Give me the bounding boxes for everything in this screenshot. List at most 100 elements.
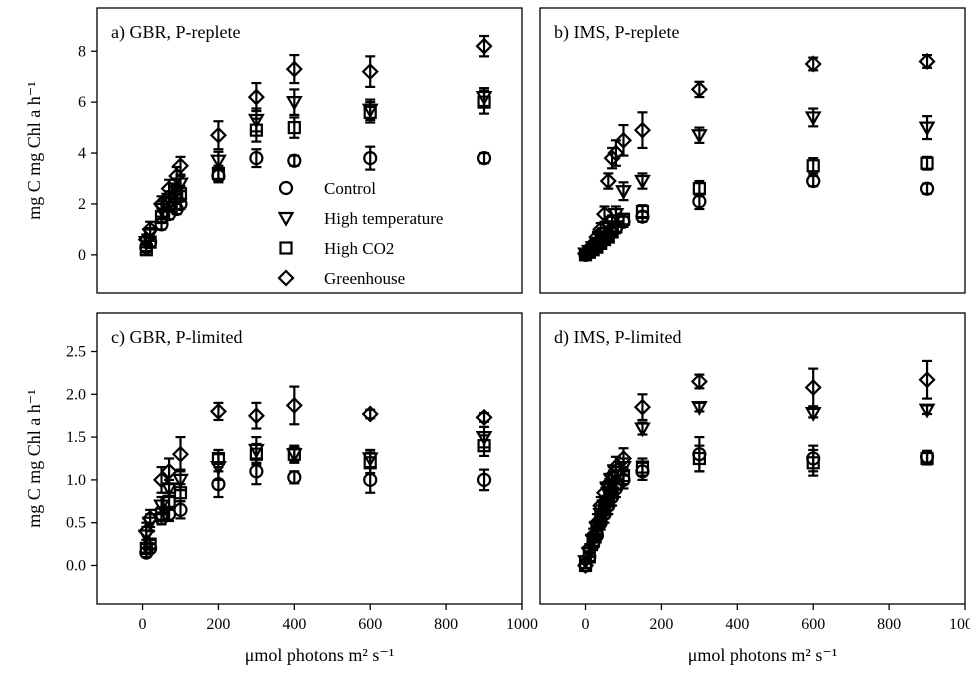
legend-entry-control: Control bbox=[278, 179, 376, 198]
panel-a-control-point bbox=[363, 145, 378, 171]
panel-b-control-point bbox=[806, 173, 821, 189]
panel-d-greenhouse-point bbox=[607, 455, 625, 479]
legend-label-control: Control bbox=[324, 179, 376, 198]
legend-entry-greenhouse: Greenhouse bbox=[277, 269, 405, 288]
panel-c-x-tick-label: 400 bbox=[282, 616, 306, 633]
panel-b-high_co2-point bbox=[609, 220, 623, 234]
panel-c-greenhouse-point bbox=[285, 385, 303, 426]
panel-a-high_temp-point bbox=[285, 88, 303, 116]
panel-c-greenhouse-point bbox=[171, 436, 190, 473]
panel-b-greenhouse-point bbox=[592, 220, 610, 238]
legend-label-high_co2: High CO2 bbox=[324, 239, 394, 258]
panel-c-y-tick-label: 2.5 bbox=[66, 344, 86, 361]
panel-a-y-tick-label: 8 bbox=[78, 43, 86, 60]
panel-b-high_co2-point bbox=[616, 212, 631, 226]
panel-c-x-tick-label: 600 bbox=[358, 616, 382, 633]
panel-b-high_co2-point bbox=[920, 155, 934, 171]
panel-a-greenhouse-point bbox=[361, 55, 379, 88]
panel-c-y-tick-label: 0.0 bbox=[66, 557, 86, 574]
panel-d-frame bbox=[539, 312, 966, 605]
panel-d-greenhouse-point bbox=[614, 447, 633, 470]
panel-a-y-tick-label: 2 bbox=[78, 196, 86, 213]
panel-c-y-axis-title: mg C mg Chl a h⁻¹ bbox=[24, 389, 44, 527]
panel-a-high_co2-point bbox=[363, 101, 377, 124]
panel-c-greenhouse-point bbox=[475, 408, 493, 426]
panel-c-high_co2-point bbox=[173, 483, 188, 503]
panel-a-y-tick-label: 0 bbox=[78, 247, 86, 264]
panel-b-greenhouse-point bbox=[614, 123, 633, 157]
panel-a-high_co2-point bbox=[287, 116, 301, 139]
panel-b-greenhouse-point bbox=[633, 111, 652, 150]
panel-c-control-point bbox=[287, 470, 302, 485]
panel-d-x-tick-label: 800 bbox=[877, 616, 901, 633]
panel-d-x-tick-label: 0 bbox=[582, 616, 590, 633]
panel-d-greenhouse-point bbox=[633, 393, 652, 422]
panel-b-greenhouse-point bbox=[595, 205, 614, 223]
panel-d-greenhouse-point bbox=[918, 359, 936, 400]
panel-c-control-point bbox=[476, 468, 492, 492]
panel-c-x-axis-title: μmol photons m² s⁻¹ bbox=[245, 645, 394, 665]
panel-c-title: c) GBR, P-limited bbox=[111, 327, 243, 348]
panel-b-high_temp-point bbox=[804, 107, 822, 128]
legend-entry-high_temp: High temperature bbox=[277, 209, 443, 228]
panel-c-greenhouse-point bbox=[141, 508, 159, 529]
panel-c-high_co2-point bbox=[477, 434, 491, 458]
panel-d-greenhouse-point bbox=[588, 513, 606, 533]
panel-d-high_co2-point bbox=[635, 457, 650, 477]
panel-d-greenhouse-point bbox=[804, 367, 822, 408]
panel-c-high_co2-point bbox=[249, 442, 263, 466]
panel-c-y-tick-label: 1.5 bbox=[66, 429, 86, 446]
panel-c-frame bbox=[96, 312, 523, 605]
legend-label-high_temp: High temperature bbox=[324, 209, 443, 228]
panel-d-greenhouse-point bbox=[580, 539, 598, 557]
panel-d-high_temp-point bbox=[804, 407, 822, 422]
panel-b-high_co2-point bbox=[806, 157, 820, 175]
panel-a-greenhouse-point bbox=[141, 220, 159, 239]
panel-b-high_temp-point bbox=[634, 172, 651, 190]
panel-c-high_co2-point bbox=[363, 451, 377, 475]
panel-d-high_temp-point bbox=[634, 421, 651, 438]
panel-b-title: b) IMS, P-replete bbox=[554, 22, 679, 43]
panel-c-x-tick-label: 800 bbox=[434, 616, 458, 633]
panel-d-x-tick-label: 400 bbox=[725, 616, 749, 633]
panel-c-high_co2-point bbox=[211, 448, 226, 469]
panel-c-control-point bbox=[173, 500, 188, 520]
panel-c-greenhouse-point bbox=[209, 401, 227, 422]
panel-c-y-tick-label: 1.0 bbox=[66, 472, 86, 489]
panel-a-greenhouse-point bbox=[171, 155, 190, 176]
panel-b-greenhouse-point bbox=[599, 172, 617, 190]
panel-a-high_co2-point bbox=[173, 185, 188, 203]
panel-a-greenhouse-point bbox=[247, 81, 265, 113]
panel-d-high_temp-point bbox=[690, 401, 708, 416]
panel-a-y-axis-title: mg C mg Chl a h⁻¹ bbox=[24, 81, 44, 219]
panel-a-y-tick-label: 4 bbox=[78, 145, 86, 162]
panel-a-greenhouse-point bbox=[209, 120, 227, 151]
panel-b-high_co2-point bbox=[692, 179, 706, 198]
panel-d-title: d) IMS, P-limited bbox=[554, 327, 682, 348]
panel-b-high_temp-point bbox=[918, 115, 936, 141]
panel-c-x-tick-label: 200 bbox=[206, 616, 230, 633]
panel-d-high_temp-point bbox=[918, 403, 936, 419]
panel-a-greenhouse-point bbox=[285, 53, 303, 85]
panel-d-greenhouse-point bbox=[576, 556, 595, 575]
panel-c-y-tick-label: 2.0 bbox=[66, 386, 86, 403]
panel-d-x-tick-label: 1000 bbox=[949, 616, 970, 633]
panel-d-high_co2-point bbox=[692, 444, 706, 473]
panel-b-high_temp-point bbox=[690, 126, 708, 144]
panel-c-high_co2-point bbox=[287, 446, 301, 463]
panel-b-control-point bbox=[919, 181, 935, 196]
legend-label-greenhouse: Greenhouse bbox=[324, 269, 405, 288]
panel-b-greenhouse-point bbox=[804, 55, 822, 73]
panel-d-high_co2-point bbox=[920, 451, 934, 466]
panel-d-x-axis-title: μmol photons m² s⁻¹ bbox=[688, 645, 837, 665]
panel-a-title: a) GBR, P-replete bbox=[111, 22, 240, 43]
panel-b-high_temp-point bbox=[615, 181, 632, 202]
panel-a-control-point bbox=[476, 151, 492, 166]
panel-c-x-tick-label: 0 bbox=[139, 616, 147, 633]
panel-c-y-tick-label: 0.5 bbox=[66, 515, 86, 532]
panel-b-greenhouse-point bbox=[690, 80, 708, 99]
panel-b-frame bbox=[539, 7, 966, 294]
panel-b-greenhouse-point bbox=[918, 52, 936, 70]
